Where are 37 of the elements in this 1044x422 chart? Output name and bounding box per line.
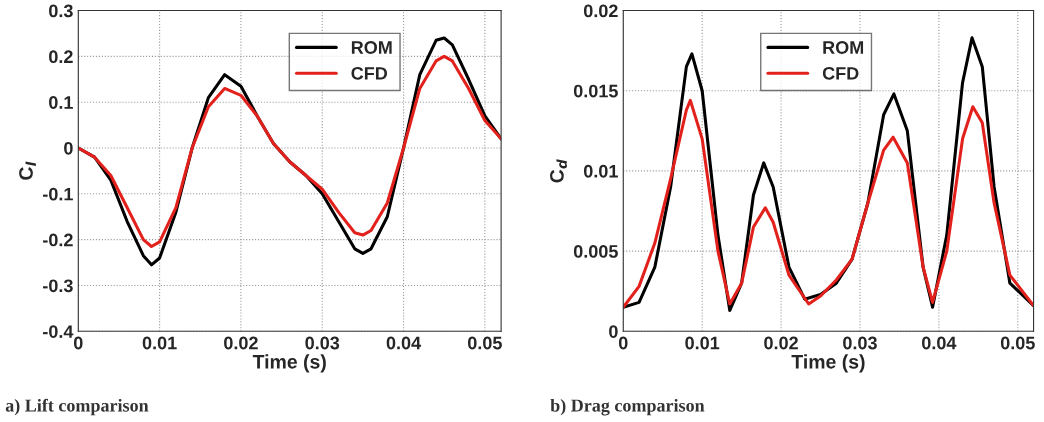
x-axis-title: Time (s) [252,354,326,373]
x-tick-label: 0 [618,336,628,350]
legend-label: CFD [822,66,859,80]
x-axis-title: Time (s) [791,354,865,373]
x-tick-label: 0.03 [305,336,340,350]
y-tick-label: 0.015 [573,84,618,98]
y-axis-title: C$_{l}$ [19,161,36,180]
y-tick-label: -0.4 [43,325,74,338]
x-tick-label: 0 [73,336,83,350]
x-tick-label: 0.04 [386,336,422,350]
legend-label: CFD [351,66,388,80]
y-tick-label: 0.2 [49,50,73,64]
y-tick-label: 0 [64,141,73,155]
y-tick-label: 0.3 [49,4,73,18]
x-tick-label: 0.03 [843,336,877,350]
text: a) Lift comparison [5,398,149,416]
y-tick-label: -0.3 [43,279,73,293]
text: b) Drag comparison [550,398,705,416]
x-tick-label: 0.02 [764,336,798,350]
y-tick-label: 0 [609,325,618,338]
x-tick-label: 0.05 [1000,336,1035,350]
x-tick-label: 0.01 [685,336,720,350]
x-tick-label: 0.02 [224,336,258,350]
y-tick-label: -0.1 [43,187,73,201]
legend-label: ROM [351,41,392,54]
line-series [78,54,502,249]
y-tick-label: 0.005 [573,245,618,258]
line-series [623,98,1034,309]
x-tick-label: 0.05 [468,336,502,350]
y-axis-title: C$_{d}$ [550,159,567,183]
legend-label: ROM [823,41,864,54]
y-tick-label: 0.02 [583,4,618,18]
y-tick-label: 0.01 [583,164,618,178]
y-tick-label: -0.2 [43,233,73,247]
y-tick-label: 0.1 [49,96,73,109]
x-tick-label: 0.01 [142,336,177,350]
x-tick-label: 0.04 [922,336,957,350]
